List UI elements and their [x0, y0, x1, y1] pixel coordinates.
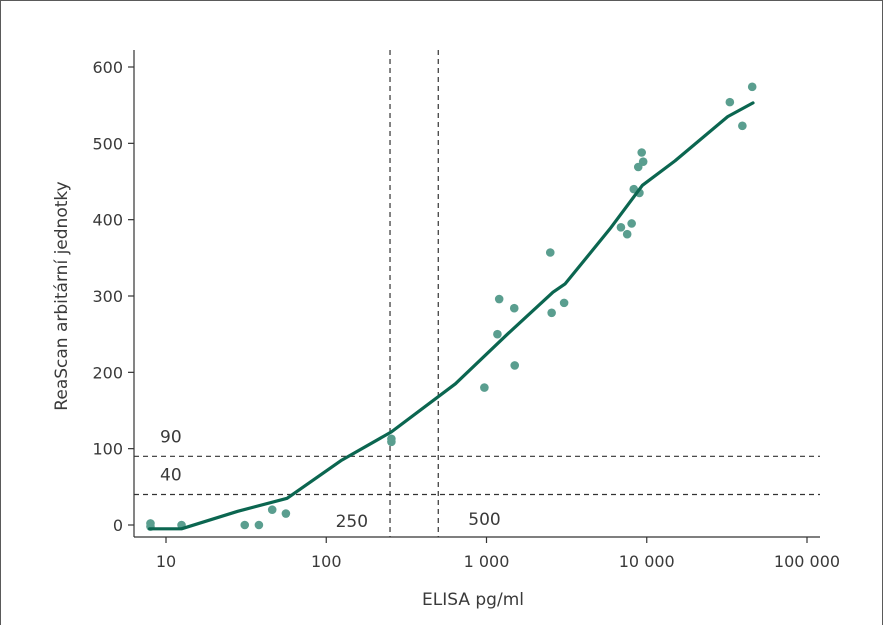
- data-point: [240, 520, 250, 530]
- data-point: [480, 383, 489, 392]
- x-tick-label: 1 000: [464, 552, 510, 571]
- scatter-points: [146, 82, 757, 531]
- fit-curve-line: [148, 101, 755, 531]
- data-point: [254, 520, 264, 530]
- data-point: [638, 157, 648, 166]
- data-point: [387, 437, 396, 447]
- data-point: [738, 121, 747, 131]
- data-point: [281, 509, 291, 518]
- horizontal-reference-label: 40: [160, 465, 182, 485]
- y-tick-label: 0: [113, 516, 123, 535]
- data-point: [493, 329, 502, 339]
- y-tick-label: 400: [92, 211, 123, 230]
- x-axis-title: ELISA pg/ml: [422, 590, 524, 610]
- data-point: [545, 248, 555, 257]
- data-point: [494, 294, 504, 304]
- data-point: [747, 82, 757, 92]
- data-point: [637, 148, 646, 157]
- data-point: [616, 223, 626, 232]
- data-point: [547, 308, 556, 318]
- vertical-reference-label: 250: [336, 512, 368, 532]
- vertical-reference-label: 500: [468, 510, 500, 530]
- fit-curve: [148, 101, 755, 531]
- x-tick-label: 10: [156, 552, 176, 571]
- axes: 0 100 200 300 400 500 600 10 100 1 000 10 000 100 0…: [92, 50, 840, 571]
- x-tick-label: 100 000: [774, 552, 840, 571]
- data-point: [627, 219, 636, 228]
- data-point: [725, 97, 735, 107]
- y-tick-label: 600: [92, 58, 123, 77]
- x-tick-label: 100: [311, 552, 342, 571]
- data-point: [622, 229, 632, 239]
- horizontal-reference-label: 90: [160, 427, 182, 447]
- x-tick-label: 10 000: [619, 552, 675, 571]
- data-point: [559, 298, 569, 308]
- y-tick-label: 100: [92, 440, 123, 459]
- y-axis-title: ReaScan arbitární jednotky: [52, 181, 72, 410]
- y-tick-label: 500: [92, 134, 123, 153]
- data-point: [509, 303, 519, 313]
- y-tick-label: 200: [92, 363, 123, 382]
- reference-lines: 250 500 90 40: [134, 50, 820, 537]
- data-point: [510, 361, 520, 370]
- y-tick-label: 300: [92, 287, 123, 306]
- data-point: [267, 505, 277, 515]
